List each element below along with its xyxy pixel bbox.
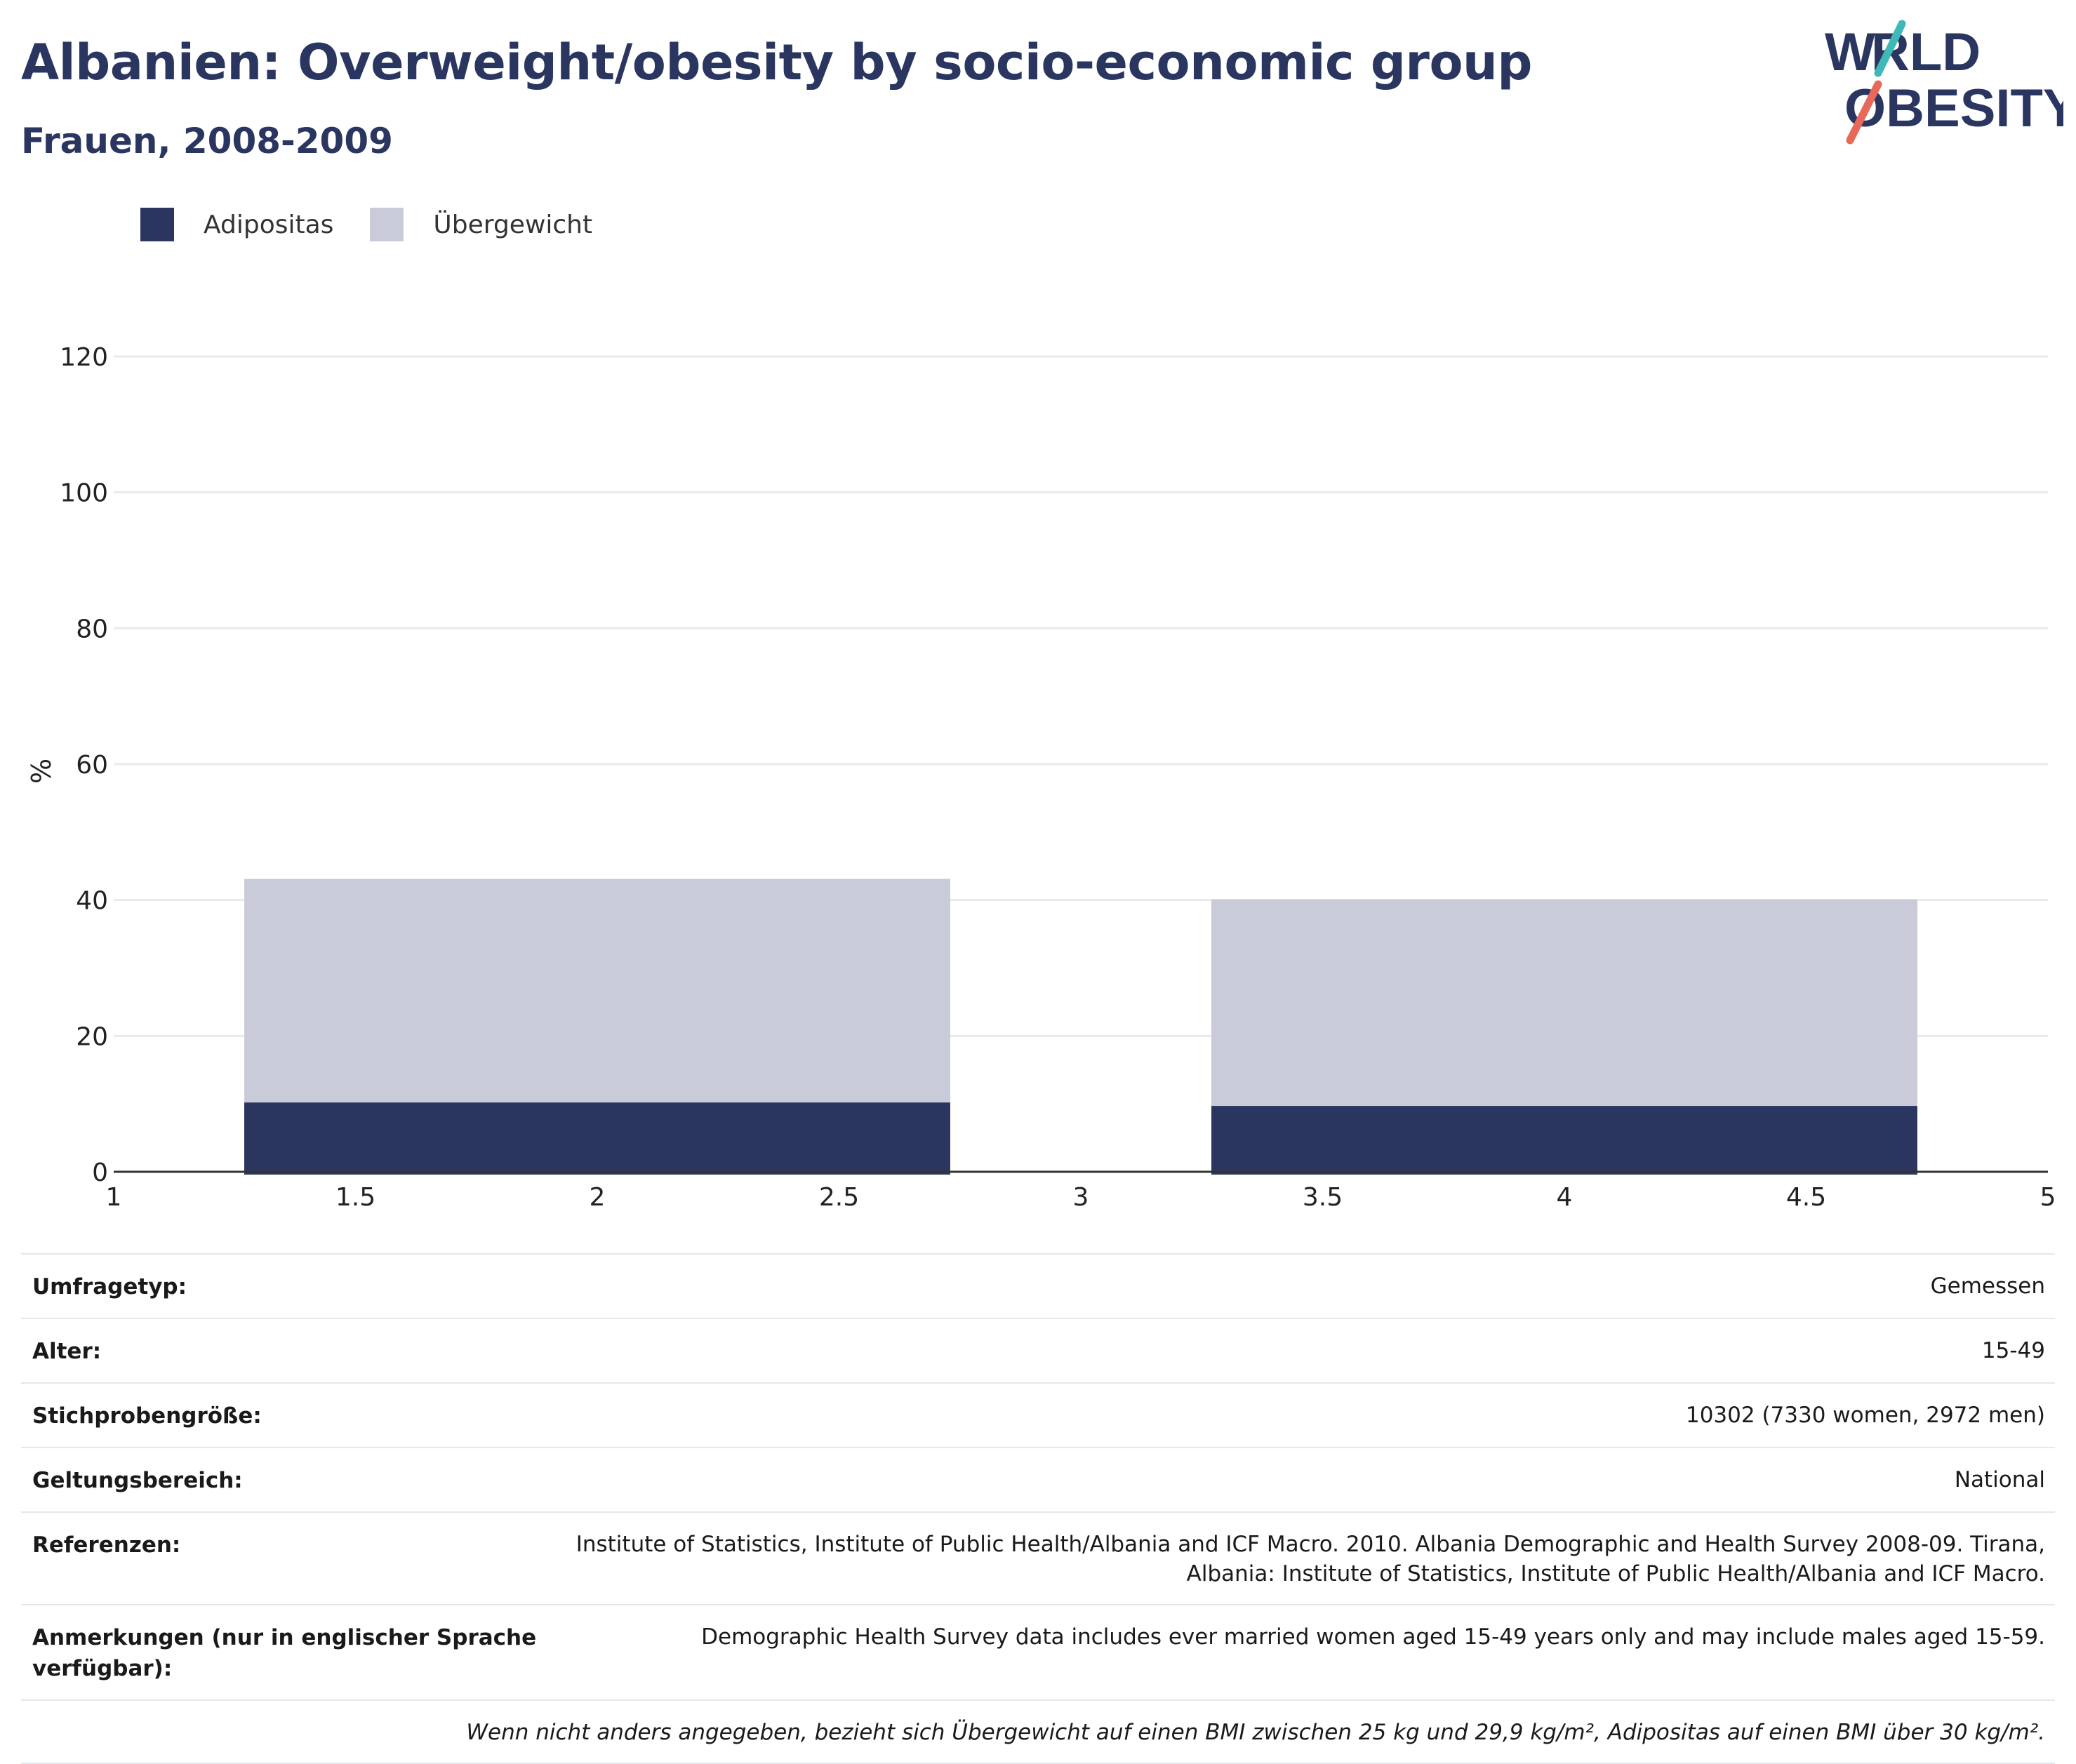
meta-value: Demographic Health Survey data includes … — [701, 1624, 2045, 1650]
legend-swatch-uebergewicht — [370, 208, 404, 241]
chart-legend: Adipositas Übergewicht — [140, 208, 629, 241]
meta-label: Geltungsbereich: — [32, 1468, 243, 1493]
bar-chart: 0 20 40 60 80 100 120 1 1.5 2 2.5 3 3.5 4 4.5 5% — [26, 343, 2056, 1212]
legend-item-adipositas[interactable]: Adipositas — [140, 208, 333, 241]
y-tick-label: 0 — [92, 1158, 108, 1187]
legend-swatch-adipositas — [140, 208, 174, 241]
svg-text:OBESITY: OBESITY — [1844, 79, 2063, 138]
x-tick-label: 1.5 — [335, 1183, 375, 1212]
legend-label-adipositas: Adipositas — [204, 210, 334, 239]
x-tick-label: 1 — [106, 1183, 122, 1212]
meta-label: Umfragetyp: — [32, 1274, 187, 1299]
y-tick-label: 120 — [60, 343, 108, 372]
bar-uebergewicht-2 — [1211, 899, 1917, 1107]
bar-adipositas-1 — [244, 1102, 950, 1175]
x-tick-label: 3 — [1073, 1183, 1089, 1212]
x-tick-label: 2.5 — [819, 1183, 859, 1212]
y-tick-label: 40 — [76, 887, 108, 916]
y-tick-label: 80 — [76, 615, 108, 643]
svg-text:W: W — [1825, 22, 1875, 82]
bar-adipositas-2 — [1211, 1106, 1917, 1175]
y-axis-label: % — [26, 759, 57, 784]
world-obesity-logo: W RLD OBESITY — [1825, 20, 2063, 145]
meta-row-alter: Alter: 15-49 — [21, 1318, 2055, 1382]
meta-row-anmerkungen: Anmerkungen (nur in englischer Sprache v… — [21, 1604, 2055, 1699]
meta-value: 15-49 — [1981, 1338, 2045, 1363]
x-tick-label: 4.5 — [1786, 1183, 1826, 1212]
legend-item-uebergewicht[interactable]: Übergewicht — [370, 208, 592, 241]
meta-label: Referenzen: — [32, 1532, 181, 1558]
meta-value: National — [1954, 1467, 2045, 1492]
legend-label-uebergewicht: Übergewicht — [433, 210, 593, 239]
bmi-footnote: Wenn nicht anders angegeben, bezieht sic… — [466, 1720, 2045, 1745]
x-tick-label: 4 — [1557, 1183, 1573, 1212]
x-tick-label: 5 — [2040, 1183, 2056, 1212]
meta-label: Alter: — [32, 1339, 102, 1364]
y-tick-label: 60 — [76, 751, 108, 780]
meta-label: Anmerkungen (nur in englischer Sprache v… — [32, 1625, 537, 1681]
meta-value: 10302 (7330 women, 2972 men) — [1685, 1403, 2045, 1428]
meta-row-umfragetyp: Umfragetyp: Gemessen — [21, 1253, 2055, 1318]
meta-value: Gemessen — [1930, 1274, 2045, 1299]
chart-subtitle: Frauen, 2008-2009 — [21, 121, 393, 161]
bar-uebergewicht-1 — [244, 878, 950, 1103]
chart-title: Albanien: Overweight/obesity by socio-ec… — [21, 34, 1533, 91]
y-tick-label: 100 — [60, 479, 108, 508]
meta-row-referenzen: Referenzen: Institute of Statistics, Ins… — [21, 1511, 2055, 1604]
meta-row-geltungsbereich: Geltungsbereich: National — [21, 1447, 2055, 1511]
meta-row-stichprobengroesse: Stichprobengröße: 10302 (7330 women, 297… — [21, 1382, 2055, 1447]
x-tick-label: 3.5 — [1303, 1183, 1343, 1212]
meta-value: Institute of Statistics, Institute of Pu… — [575, 1532, 2045, 1586]
x-tick-label: 2 — [590, 1183, 606, 1212]
meta-row-footnote: Wenn nicht anders angegeben, bezieht sic… — [21, 1699, 2055, 1764]
y-tick-label: 20 — [76, 1022, 108, 1051]
survey-metadata-table: Umfragetyp: Gemessen Alter: 15-49 Stichp… — [21, 1253, 2055, 1764]
meta-label: Stichprobengröße: — [32, 1403, 262, 1429]
